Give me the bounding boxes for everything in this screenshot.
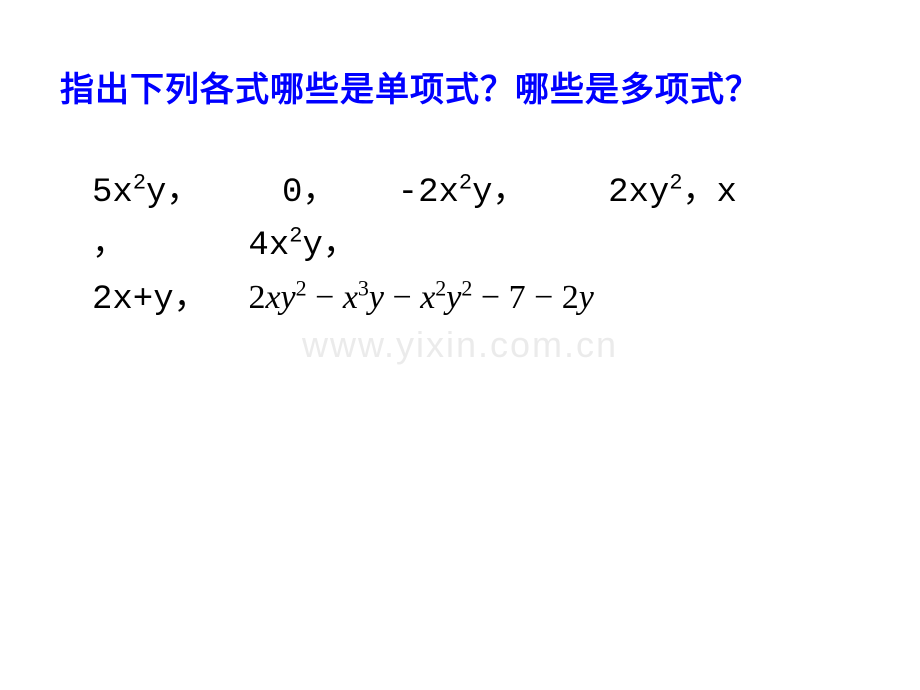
- expressions-block: 5x2y， 0， -2x2y， 2xy2，x ， 4x2y， 2x+y， 2xy…: [60, 167, 860, 327]
- op-minus: −: [307, 279, 343, 316]
- exp-2: 2: [296, 276, 307, 301]
- term-2xy2-part1: 2xy: [608, 174, 669, 212]
- watermark-text: www.yixin.com.cn: [302, 324, 618, 366]
- coef-2: 2: [248, 279, 265, 316]
- term-5x2y-part2: y，: [146, 174, 200, 212]
- var-x: x: [343, 279, 358, 316]
- exp-2: 2: [669, 171, 682, 196]
- term-comma: ，: [92, 227, 126, 265]
- expr-line-1: 5x2y， 0， -2x2y， 2xy2，x: [92, 167, 860, 220]
- term-5x2y-part1: 5x: [92, 174, 133, 212]
- var-y: y: [579, 279, 594, 316]
- term-0: 0，: [282, 174, 336, 212]
- var-y: y: [369, 279, 384, 316]
- var-xy: xy: [265, 279, 295, 316]
- term-4x2y-part2: y，: [302, 227, 356, 265]
- exp-2: 2: [435, 276, 446, 301]
- op-minus: −: [384, 279, 420, 316]
- spacer: [527, 174, 609, 212]
- var-x: x: [420, 279, 435, 316]
- term-2xy2-part2: ，x: [683, 174, 737, 212]
- exp-2: 2: [461, 276, 472, 301]
- polynomial-term: 2xy2 − x3y − x2y2 − 7 − 2y: [248, 279, 593, 316]
- const-7: 7: [509, 279, 526, 316]
- term-2x-plus-y: 2x+y，: [92, 281, 208, 319]
- spacer: [208, 281, 249, 319]
- op-minus: −: [472, 279, 508, 316]
- spacer: [200, 174, 282, 212]
- exp-3: 3: [358, 276, 369, 301]
- slide-content: 指出下列各式哪些是单项式？哪些是多项式？ 5x2y， 0， -2x2y， 2xy…: [0, 0, 920, 327]
- term-neg2x2y-part2: y，: [472, 174, 526, 212]
- question-text: 指出下列各式哪些是单项式？哪些是多项式？: [60, 62, 860, 111]
- exp-2: 2: [133, 171, 146, 196]
- op-minus: −: [526, 279, 562, 316]
- term-neg2x2y-part1: -2x: [398, 174, 459, 212]
- coef-2b: 2: [562, 279, 579, 316]
- var-y: y: [446, 279, 461, 316]
- expr-line-2: ， 4x2y，: [92, 220, 860, 273]
- exp-2: 2: [289, 223, 302, 248]
- exp-2: 2: [459, 171, 472, 196]
- term-4x2y-part1: 4x: [248, 227, 289, 265]
- spacer: [336, 174, 397, 212]
- spacer: [126, 227, 248, 265]
- expr-line-3: 2x+y， 2xy2 − x3y − x2y2 − 7 − 2y: [92, 272, 860, 327]
